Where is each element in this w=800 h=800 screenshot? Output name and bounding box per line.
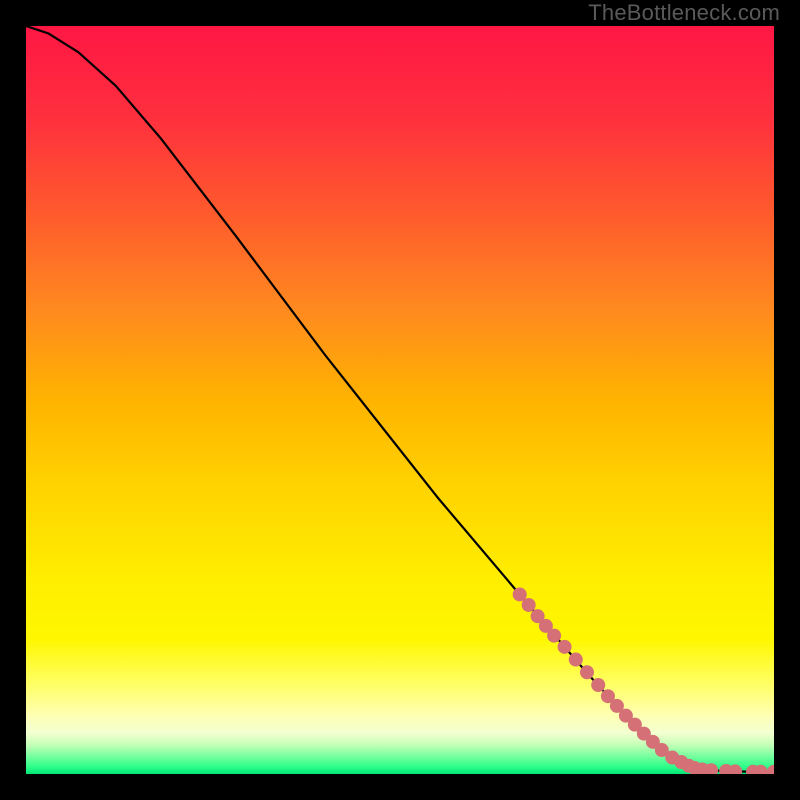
watermark-text: TheBottleneck.com [588,0,780,26]
marker-point [522,598,536,612]
marker-point [591,678,605,692]
marker-point [547,629,561,643]
marker-point [569,653,583,667]
plot-area [26,26,774,774]
chart-frame: TheBottleneck.com [0,0,800,800]
marker-point [580,665,594,679]
gradient-background [26,26,774,774]
marker-point [558,640,572,654]
bottleneck-curve-chart [26,26,774,774]
